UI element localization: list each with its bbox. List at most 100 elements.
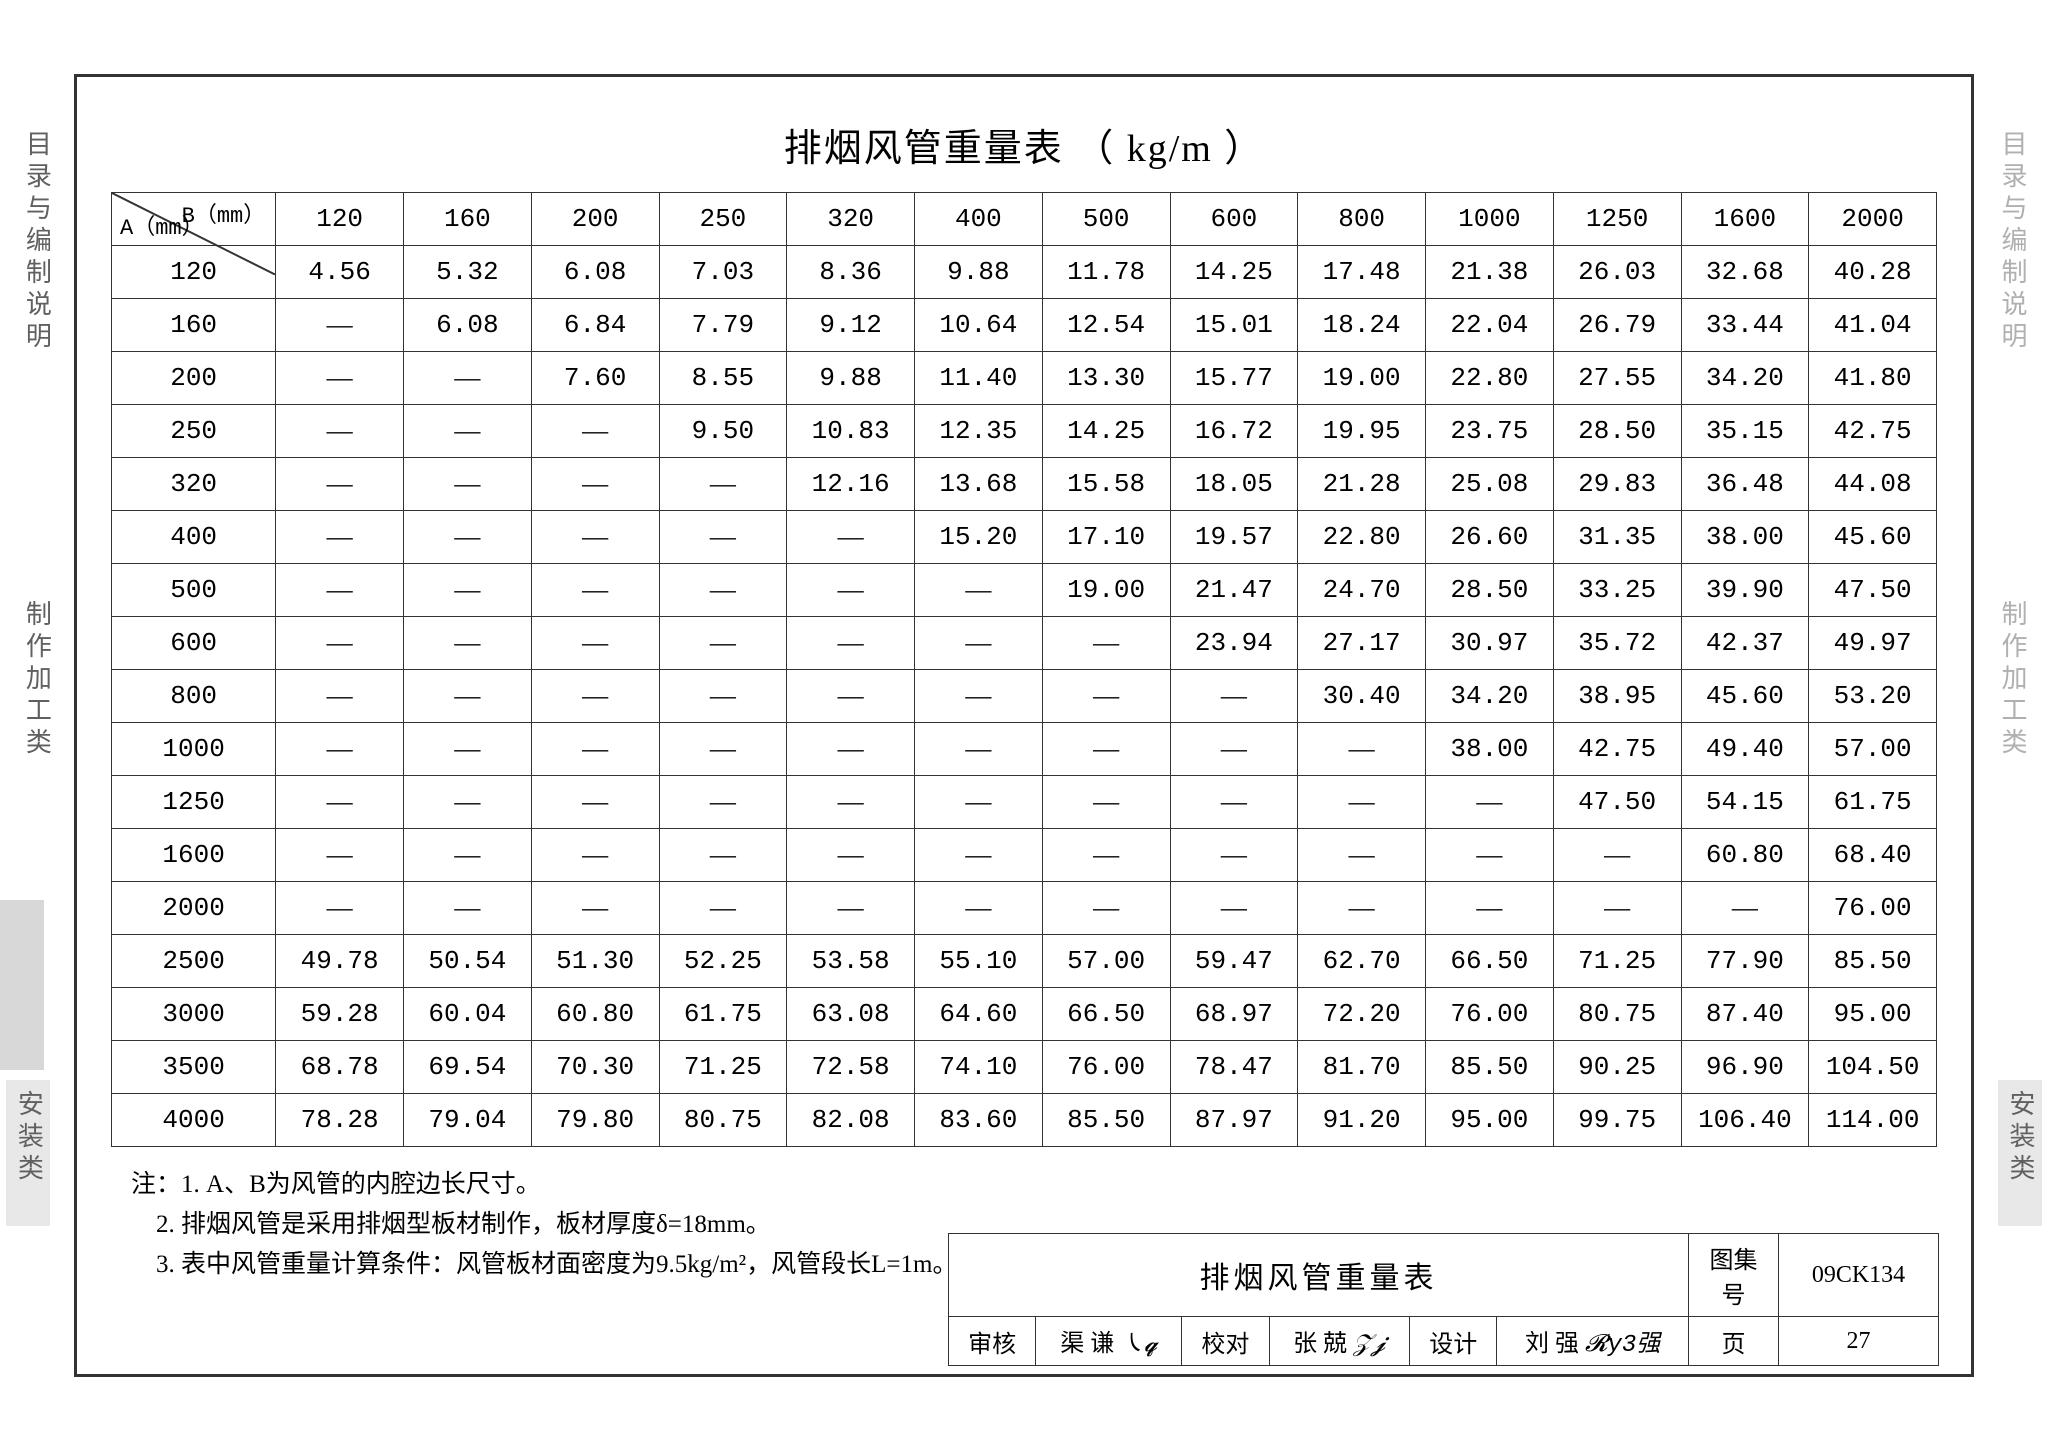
- data-cell: 42.75: [1809, 405, 1937, 458]
- shenhe-signature-icon: ㇏𝓺: [1120, 1332, 1157, 1359]
- row-header: 250: [112, 405, 276, 458]
- data-cell: 26.79: [1553, 299, 1681, 352]
- data-cell: —: [404, 564, 532, 617]
- data-cell: —: [659, 564, 787, 617]
- data-cell: —: [531, 511, 659, 564]
- data-cell: —: [659, 670, 787, 723]
- row-header: 200: [112, 352, 276, 405]
- data-cell: 71.25: [659, 1041, 787, 1094]
- data-cell: 52.25: [659, 935, 787, 988]
- row-header: 2000: [112, 882, 276, 935]
- data-cell: —: [1042, 670, 1170, 723]
- data-cell: —: [1170, 670, 1298, 723]
- jiaodui-label: 校对: [1182, 1317, 1269, 1366]
- data-cell: 23.94: [1170, 617, 1298, 670]
- data-cell: 71.25: [1553, 935, 1681, 988]
- data-cell: 11.40: [915, 352, 1043, 405]
- data-cell: 60.80: [1681, 829, 1809, 882]
- data-cell: 53.20: [1809, 670, 1937, 723]
- page-title: 排烟风管重量表 （ kg/m ）: [111, 117, 1937, 172]
- col-header: 500: [1042, 193, 1170, 246]
- row-header: 400: [112, 511, 276, 564]
- data-cell: —: [531, 882, 659, 935]
- data-cell: 87.40: [1681, 988, 1809, 1041]
- data-cell: 12.16: [787, 458, 915, 511]
- data-cell: 39.90: [1681, 564, 1809, 617]
- data-cell: 4.56: [276, 246, 404, 299]
- data-cell: 80.75: [659, 1094, 787, 1147]
- data-cell: —: [659, 882, 787, 935]
- data-cell: 19.57: [1170, 511, 1298, 564]
- data-cell: 10.83: [787, 405, 915, 458]
- col-header: 1000: [1426, 193, 1554, 246]
- data-cell: 5.32: [404, 246, 532, 299]
- table-row: 300059.2860.0460.8061.7563.0864.6066.506…: [112, 988, 1937, 1041]
- data-cell: 64.60: [915, 988, 1043, 1041]
- data-cell: 95.00: [1426, 1094, 1554, 1147]
- row-header: 1250: [112, 776, 276, 829]
- data-cell: 83.60: [915, 1094, 1043, 1147]
- data-cell: —: [659, 511, 787, 564]
- side-label-left-3: 安装类: [6, 1080, 50, 1226]
- col-header: 320: [787, 193, 915, 246]
- data-cell: 32.68: [1681, 246, 1809, 299]
- data-cell: —: [1298, 723, 1426, 776]
- shenhe-value: 渠 谦 ㇏𝓺: [1036, 1317, 1182, 1366]
- note-item: 3. 表中风管重量计算条件：风管板材面密度为9.5kg/m²，风管段长L=1m。: [156, 1251, 957, 1278]
- data-cell: 44.08: [1809, 458, 1937, 511]
- data-cell: 21.38: [1426, 246, 1554, 299]
- table-row: 400—————15.2017.1019.5722.8026.6031.3538…: [112, 511, 1937, 564]
- data-cell: 54.15: [1681, 776, 1809, 829]
- table-row: 250049.7850.5451.3052.2553.5855.1057.005…: [112, 935, 1937, 988]
- data-cell: 104.50: [1809, 1041, 1937, 1094]
- side-label-right-2: 制作加工类: [1994, 600, 2030, 760]
- data-cell: 80.75: [1553, 988, 1681, 1041]
- diag-bottom-label: A（mm）: [120, 209, 204, 241]
- row-header: 2500: [112, 935, 276, 988]
- sheji-label: 设计: [1410, 1317, 1497, 1366]
- data-cell: 29.83: [1553, 458, 1681, 511]
- data-cell: —: [404, 352, 532, 405]
- data-cell: 18.05: [1170, 458, 1298, 511]
- data-cell: 68.97: [1170, 988, 1298, 1041]
- data-cell: 22.80: [1426, 352, 1554, 405]
- data-cell: 85.50: [1809, 935, 1937, 988]
- data-cell: —: [1426, 776, 1554, 829]
- data-cell: —: [787, 617, 915, 670]
- data-cell: —: [1426, 829, 1554, 882]
- data-cell: 77.90: [1681, 935, 1809, 988]
- row-header: 3500: [112, 1041, 276, 1094]
- data-cell: —: [276, 405, 404, 458]
- data-cell: —: [276, 829, 404, 882]
- data-cell: 33.25: [1553, 564, 1681, 617]
- table-row: 250———9.5010.8312.3514.2516.7219.9523.75…: [112, 405, 1937, 458]
- table-row: 600———————23.9427.1730.9735.7242.3749.97: [112, 617, 1937, 670]
- sheji-name: 刘 强: [1525, 1331, 1579, 1357]
- data-cell: —: [531, 617, 659, 670]
- data-cell: 34.20: [1426, 670, 1554, 723]
- data-cell: 95.00: [1809, 988, 1937, 1041]
- data-cell: —: [787, 776, 915, 829]
- data-cell: 8.36: [787, 246, 915, 299]
- data-cell: —: [915, 882, 1043, 935]
- data-cell: —: [915, 776, 1043, 829]
- data-cell: 27.55: [1553, 352, 1681, 405]
- data-cell: —: [787, 670, 915, 723]
- data-cell: 82.08: [787, 1094, 915, 1147]
- data-cell: 14.25: [1170, 246, 1298, 299]
- data-cell: —: [276, 458, 404, 511]
- data-cell: —: [276, 776, 404, 829]
- data-cell: —: [404, 511, 532, 564]
- data-cell: —: [1170, 829, 1298, 882]
- data-cell: —: [404, 723, 532, 776]
- side-label-right-3: 安装类: [1998, 1080, 2042, 1226]
- col-header: 120: [276, 193, 404, 246]
- table-row: 400078.2879.0479.8080.7582.0883.6085.508…: [112, 1094, 1937, 1147]
- data-cell: 31.35: [1553, 511, 1681, 564]
- data-cell: —: [787, 882, 915, 935]
- data-cell: —: [1042, 882, 1170, 935]
- data-cell: —: [276, 617, 404, 670]
- data-cell: —: [404, 617, 532, 670]
- sheji-value: 刘 强 𝓡y3强: [1497, 1317, 1689, 1366]
- data-cell: 69.54: [404, 1041, 532, 1094]
